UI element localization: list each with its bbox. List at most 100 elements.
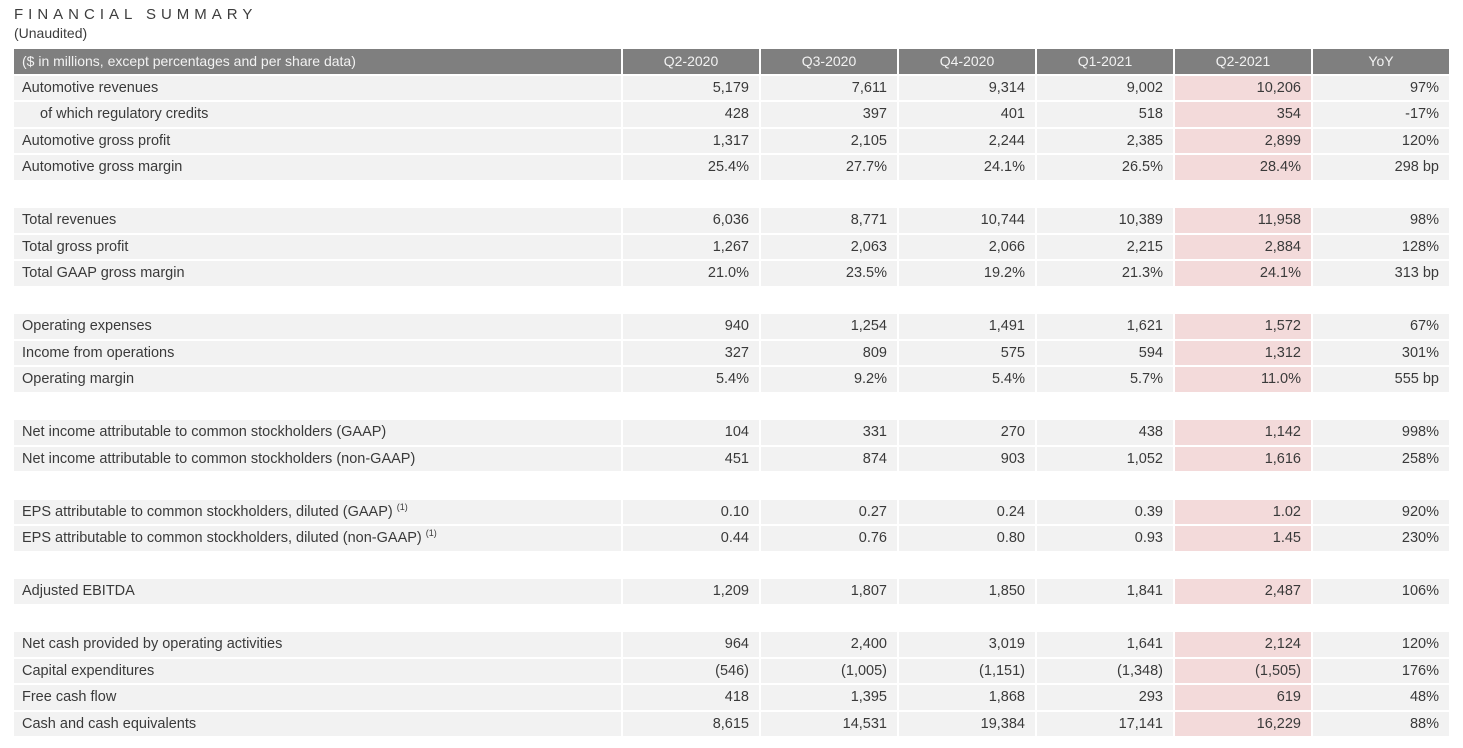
value-cell: 2,215 xyxy=(1035,234,1173,261)
table-row: Automotive gross profit 1,317 2,105 2,244 2,… xyxy=(14,128,1449,155)
value-cell: (1,151) xyxy=(897,658,1035,685)
value-cell: 1,641 xyxy=(1035,632,1173,659)
section-gap-cell xyxy=(14,473,1449,500)
row-label: Net income attributable to common stockh… xyxy=(14,446,621,473)
table-row: Income from operations 327 809 575 594 1,312 3… xyxy=(14,340,1449,367)
value-cell: 998% xyxy=(1311,420,1449,447)
value-cell: 298 bp xyxy=(1311,155,1449,182)
value-cell: 2,385 xyxy=(1035,128,1173,155)
header-row: ($ in millions, except percentages and p… xyxy=(14,49,1449,76)
row-label: Total GAAP gross margin xyxy=(14,261,621,288)
value-cell: 16,229 xyxy=(1173,711,1311,738)
value-cell: 97% xyxy=(1311,75,1449,102)
value-cell: 21.0% xyxy=(621,261,759,288)
value-cell: 418 xyxy=(621,685,759,712)
row-label: Net cash provided by operating activitie… xyxy=(14,632,621,659)
table-body: Automotive revenues 5,179 7,611 9,314 9,002 1… xyxy=(14,75,1449,738)
value-cell: 0.24 xyxy=(897,499,1035,526)
section-gap-cell xyxy=(14,605,1449,632)
page-title: FINANCIAL SUMMARY xyxy=(14,6,258,23)
column-header: Q1-2021 xyxy=(1035,49,1173,76)
section-gap xyxy=(14,552,1449,579)
section-gap xyxy=(14,287,1449,314)
value-cell: 128% xyxy=(1311,234,1449,261)
value-cell: (1,005) xyxy=(759,658,897,685)
row-label: Automotive gross profit xyxy=(14,128,621,155)
value-cell: 2,244 xyxy=(897,128,1035,155)
value-cell: 104 xyxy=(621,420,759,447)
value-cell: 2,124 xyxy=(1173,632,1311,659)
value-cell: 518 xyxy=(1035,102,1173,129)
value-cell: 1,052 xyxy=(1035,446,1173,473)
section-gap-cell xyxy=(14,287,1449,314)
value-cell: 594 xyxy=(1035,340,1173,367)
section-gap xyxy=(14,473,1449,500)
value-cell: 19.2% xyxy=(897,261,1035,288)
value-cell: 8,615 xyxy=(621,711,759,738)
value-cell: 14,531 xyxy=(759,711,897,738)
value-cell: 88% xyxy=(1311,711,1449,738)
value-cell: 1,850 xyxy=(897,579,1035,606)
column-header: YoY xyxy=(1311,49,1449,76)
value-cell: 19,384 xyxy=(897,711,1035,738)
section-gap xyxy=(14,181,1449,208)
value-cell: 1,312 xyxy=(1173,340,1311,367)
value-cell: 9,314 xyxy=(897,75,1035,102)
value-cell: 1,209 xyxy=(621,579,759,606)
footnote-marker: (1) xyxy=(396,501,408,512)
value-cell: 920% xyxy=(1311,499,1449,526)
value-cell: (1,505) xyxy=(1173,658,1311,685)
table-row: Adjusted EBITDA 1,209 1,807 1,850 1,841 2,487… xyxy=(14,579,1449,606)
column-header: Q2-2021 xyxy=(1173,49,1311,76)
table-row: EPS attributable to common stockholders,… xyxy=(14,499,1449,526)
row-label: of which regulatory credits xyxy=(14,102,621,129)
value-cell: 21.3% xyxy=(1035,261,1173,288)
value-cell: (546) xyxy=(621,658,759,685)
value-cell: 1,395 xyxy=(759,685,897,712)
value-cell: 301% xyxy=(1311,340,1449,367)
value-cell: 903 xyxy=(897,446,1035,473)
value-cell: 1,317 xyxy=(621,128,759,155)
value-cell: 7,611 xyxy=(759,75,897,102)
value-cell: 8,771 xyxy=(759,208,897,235)
value-cell: 11,958 xyxy=(1173,208,1311,235)
section-gap-cell xyxy=(14,552,1449,579)
value-cell: 6,036 xyxy=(621,208,759,235)
value-cell: 428 xyxy=(621,102,759,129)
value-cell: 23.5% xyxy=(759,261,897,288)
table-row: Total GAAP gross margin 21.0% 23.5% 19.2% 21… xyxy=(14,261,1449,288)
value-cell: 555 bp xyxy=(1311,367,1449,394)
value-cell: 331 xyxy=(759,420,897,447)
value-cell: 1,142 xyxy=(1173,420,1311,447)
row-label: Net income attributable to common stockh… xyxy=(14,420,621,447)
value-cell: 1,267 xyxy=(621,234,759,261)
value-cell: 27.7% xyxy=(759,155,897,182)
value-cell: 0.76 xyxy=(759,526,897,553)
value-cell: 1.02 xyxy=(1173,499,1311,526)
table-row: Total revenues 6,036 8,771 10,744 10,389 11,9… xyxy=(14,208,1449,235)
row-label: Automotive gross margin xyxy=(14,155,621,182)
value-cell: 17,141 xyxy=(1035,711,1173,738)
table-row: Automotive gross margin 25.4% 27.7% 24.1% 26… xyxy=(14,155,1449,182)
footnote-marker: (1) xyxy=(425,528,437,539)
value-cell: 9,002 xyxy=(1035,75,1173,102)
value-cell: 1,572 xyxy=(1173,314,1311,341)
table-row: Operating margin 5.4% 9.2% 5.4% 5.7% 11.0% 555… xyxy=(14,367,1449,394)
value-cell: 2,063 xyxy=(759,234,897,261)
value-cell: 10,389 xyxy=(1035,208,1173,235)
value-cell: 397 xyxy=(759,102,897,129)
value-cell: 0.10 xyxy=(621,499,759,526)
value-cell: 2,105 xyxy=(759,128,897,155)
table-row: Automotive revenues 5,179 7,611 9,314 9,002 1… xyxy=(14,75,1449,102)
row-label: Cash and cash equivalents xyxy=(14,711,621,738)
value-cell: 230% xyxy=(1311,526,1449,553)
table-row: EPS attributable to common stockholders,… xyxy=(14,526,1449,553)
value-cell: 964 xyxy=(621,632,759,659)
section-gap-cell xyxy=(14,393,1449,420)
value-cell: 2,487 xyxy=(1173,579,1311,606)
row-label: Income from operations xyxy=(14,340,621,367)
value-cell: 0.93 xyxy=(1035,526,1173,553)
value-cell: 0.44 xyxy=(621,526,759,553)
table-row: Total gross profit 1,267 2,063 2,066 2,215 2,… xyxy=(14,234,1449,261)
value-cell: 24.1% xyxy=(1173,261,1311,288)
